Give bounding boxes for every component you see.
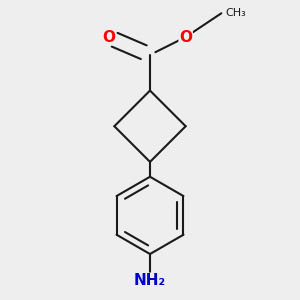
Text: CH₃: CH₃ [226, 8, 247, 18]
Text: O: O [102, 30, 115, 45]
Text: O: O [179, 30, 192, 45]
Text: NH₂: NH₂ [134, 273, 166, 288]
